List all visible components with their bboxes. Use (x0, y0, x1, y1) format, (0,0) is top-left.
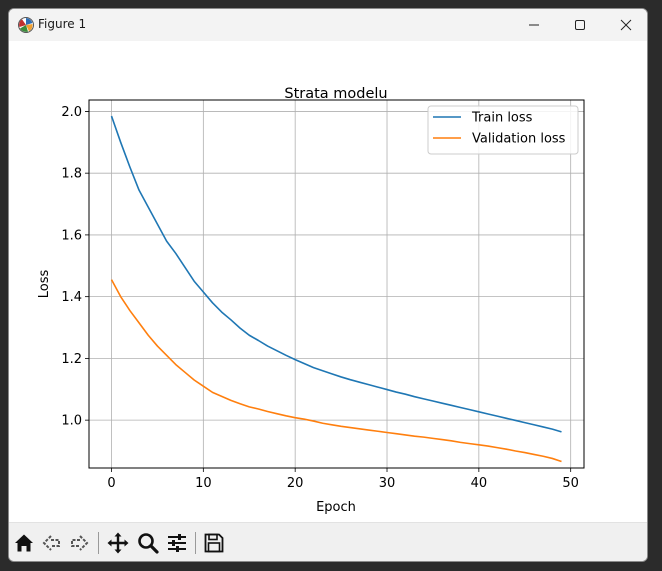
legend: Train loss Validation loss (427, 105, 579, 155)
loss-chart: 0 10 20 30 40 50 1.0 1.2 1.4 1.6 1.8 2.0 Strata mo… (37, 86, 585, 515)
y-axis-label: Loss (37, 270, 52, 299)
y-tick-label: 1.2 (61, 352, 82, 367)
maximize-icon (575, 20, 585, 30)
maximize-button[interactable] (557, 9, 603, 41)
close-icon (620, 19, 632, 31)
x-tick-label: 30 (379, 476, 396, 491)
x-tick-label: 50 (562, 476, 579, 491)
zoom-magnifier-icon (138, 533, 159, 554)
y-tick-label: 1.4 (61, 290, 82, 305)
grid-lines (89, 100, 584, 468)
minimize-button[interactable] (511, 9, 557, 41)
legend-label-validation-loss: Validation loss (472, 132, 566, 147)
x-tick-label: 20 (287, 476, 304, 491)
save-floppy-icon (204, 533, 224, 553)
minimize-icon (529, 24, 539, 26)
y-axis-ticks: 1.0 1.2 1.4 1.6 1.8 2.0 (61, 105, 89, 429)
series-line-validation-loss (110, 279, 562, 463)
configure-subplots-button[interactable] (164, 530, 190, 556)
title-bar[interactable]: Figure 1 (9, 9, 647, 41)
save-button[interactable] (201, 530, 227, 556)
configure-subplots-icon (168, 534, 186, 552)
zoom-button[interactable] (135, 530, 161, 556)
x-axis-ticks: 0 10 20 30 40 50 (107, 468, 579, 491)
x-tick-label: 40 (471, 476, 488, 491)
x-tick-label: 0 (107, 476, 115, 491)
pan-button[interactable] (105, 530, 131, 556)
toolbar-separator (195, 532, 196, 554)
y-tick-label: 2.0 (61, 105, 82, 120)
pan-move-icon (107, 532, 129, 554)
forward-arrow-icon (71, 535, 89, 551)
home-button[interactable] (11, 530, 37, 556)
series-line-train-loss (110, 115, 562, 433)
toolbar-separator (98, 532, 99, 554)
home-icon (15, 534, 33, 552)
close-button[interactable] (603, 9, 647, 41)
series-lines (110, 115, 562, 463)
y-tick-label: 1.8 (61, 167, 82, 182)
plot-frame (88, 99, 585, 469)
legend-label-train-loss: Train loss (471, 111, 533, 126)
chart-title: Strata modelu (284, 86, 387, 102)
back-button[interactable] (39, 530, 65, 556)
x-tick-label: 10 (195, 476, 212, 491)
back-arrow-icon (42, 535, 60, 551)
matplotlib-figure-icon (17, 16, 35, 34)
window-title: Figure 1 (38, 17, 87, 31)
figure-canvas[interactable]: 0 10 20 30 40 50 1.0 1.2 1.4 1.6 1.8 2.0 Strata mo… (9, 41, 647, 522)
figure-window: Figure 1 0 10 20 30 40 50 1.0 1.2 1.4 1.6 1.8 2.0 … (8, 8, 648, 562)
x-axis-label: Epoch (316, 500, 356, 515)
y-tick-label: 1.0 (61, 414, 82, 429)
navigation-toolbar (9, 522, 647, 561)
forward-button[interactable] (66, 530, 92, 556)
y-tick-label: 1.6 (61, 228, 82, 243)
